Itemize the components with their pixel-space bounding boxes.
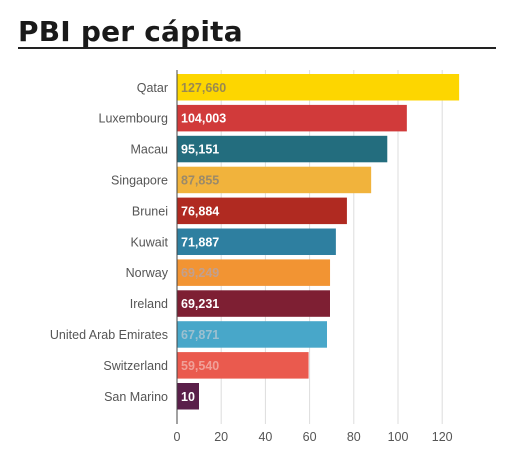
data-label: 71,887 [181, 235, 219, 249]
category-label: Macau [130, 143, 168, 157]
data-label: 76,884 [181, 204, 219, 218]
chart-title: PBI per cápita [18, 15, 243, 48]
data-label: 69,231 [181, 297, 219, 311]
category-label: Kuwait [130, 235, 168, 249]
data-label: 69,249 [181, 266, 219, 280]
data-label: 67,871 [181, 328, 219, 342]
bar [177, 197, 347, 225]
data-label: 104,003 [181, 112, 226, 126]
x-tick-label: 80 [347, 430, 361, 444]
category-label: Luxembourg [99, 112, 169, 126]
bar [177, 290, 331, 317]
x-tick-label: 20 [214, 430, 228, 444]
category-label: Qatar [137, 81, 168, 95]
category-label: Brunei [132, 204, 168, 218]
data-label: 95,151 [181, 143, 219, 157]
x-tick-label: 0 [174, 430, 181, 444]
data-label: 87,855 [181, 173, 219, 187]
x-tick-label: 100 [388, 430, 409, 444]
category-labels: Qatar Luxembourg Macau Singapore Brunei Kuwai… [50, 81, 169, 404]
x-tick-label: 120 [432, 430, 453, 444]
bar [177, 259, 331, 286]
data-label: 10 [181, 390, 195, 404]
x-tick-label: 60 [303, 430, 317, 444]
category-label: Switzerland [103, 359, 168, 373]
bar [177, 383, 199, 410]
x-axis-ticks: 0 20 40 60 80 100 120 [174, 430, 453, 444]
bar [177, 135, 388, 163]
x-tick-label: 40 [258, 430, 272, 444]
bar [177, 321, 327, 348]
title-underline [18, 47, 496, 49]
data-label: 127,660 [181, 81, 226, 95]
data-label: 59,540 [181, 359, 219, 373]
category-label: Ireland [130, 297, 168, 311]
bars [177, 74, 460, 410]
category-label: Singapore [111, 173, 168, 187]
bar [177, 74, 460, 101]
bar [177, 166, 372, 194]
bar [177, 104, 407, 132]
category-label: San Marino [104, 390, 168, 404]
bar [177, 228, 336, 255]
data-labels: 127,660 104,003 95,151 87,855 76,884 71,887 69… [181, 81, 226, 404]
bar [177, 352, 309, 379]
category-label: Norway [126, 266, 169, 280]
category-label: United Arab Emirates [50, 328, 168, 342]
